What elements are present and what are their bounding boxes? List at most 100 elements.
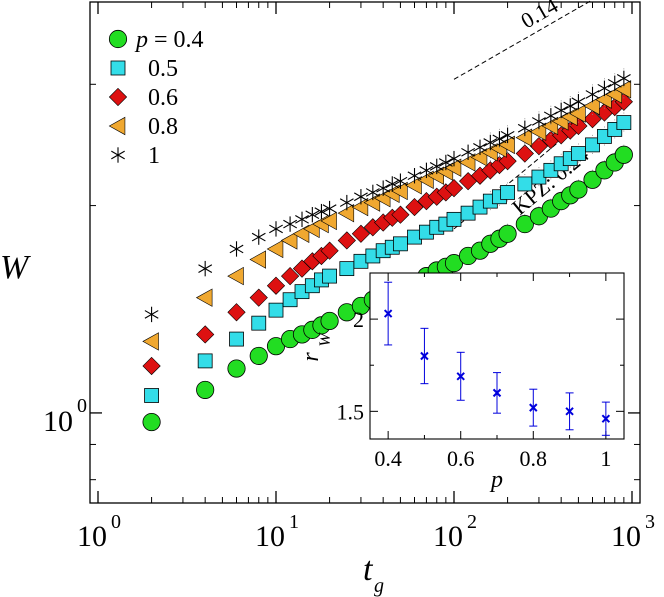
series-0.6: [142, 91, 633, 376]
marker-square: [571, 146, 586, 161]
asterisk-stroke: [597, 83, 612, 93]
marker-square: [446, 211, 462, 227]
marker-triangle: [515, 128, 533, 147]
legend-label: p = 0.4: [134, 27, 204, 53]
asterisk-stroke: [283, 219, 298, 229]
marker-square: [616, 115, 632, 130]
marker-asterisk: [571, 94, 586, 110]
asterisk-stroke: [251, 232, 266, 242]
inset-marker-x: [456, 372, 465, 381]
asterisk-stroke: [322, 204, 337, 213]
marker-triangle: [444, 158, 462, 177]
y-tick-label: 10: [43, 405, 73, 438]
inset-y-axis-label-subscript: W: [317, 332, 334, 347]
x-stroke: [529, 403, 538, 412]
marker-triangle: [108, 116, 126, 136]
marker-circle: [614, 145, 633, 164]
x-tick-label-exponent: 3: [645, 511, 655, 533]
x-stroke: [420, 351, 429, 361]
marker-circle: [142, 412, 161, 432]
asterisk-stroke: [393, 176, 408, 186]
legend: p = 0.4 0.5 0.6 0.8 1: [108, 27, 204, 169]
asterisk-stroke: [571, 97, 586, 107]
asterisk-stroke: [473, 143, 487, 152]
asterisk-stroke: [429, 162, 444, 171]
marker-square: [585, 137, 600, 153]
marker-asterisk: [339, 194, 354, 211]
marker-triangle: [569, 104, 586, 123]
marker-square: [517, 176, 533, 192]
asterisk-stroke: [483, 138, 498, 147]
x-tick-label-exponent: 0: [111, 511, 121, 533]
x-axis-label-subscript: g: [374, 575, 384, 597]
marker-circle: [108, 29, 128, 49]
marker-square: [229, 331, 244, 347]
x-tick-label-exponent: 2: [467, 511, 477, 533]
marker-asterisk: [365, 184, 380, 201]
marker-circle: [569, 180, 588, 199]
marker-asterisk: [283, 216, 298, 232]
asterisk-stroke: [407, 171, 422, 181]
inset-x-tick-label: 1: [600, 446, 611, 471]
marker-asterisk: [616, 70, 631, 87]
inset-marker-x: [565, 407, 574, 416]
marker-asterisk: [144, 306, 159, 323]
marker-asterisk: [251, 229, 266, 245]
marker-asterisk: [438, 154, 453, 171]
asterisk-stroke: [385, 179, 400, 189]
marker-asterisk: [531, 113, 546, 130]
marker-diamond: [280, 266, 300, 286]
inset-y-axis-label: r: [298, 352, 324, 362]
x-tick-label-exponent: 1: [289, 511, 299, 533]
marker-diamond: [405, 197, 424, 217]
series-0.5: [144, 112, 632, 403]
asterisk-stroke: [198, 264, 213, 273]
asterisk-stroke: [554, 105, 569, 115]
marker-diamond: [337, 231, 356, 250]
legend-label: 0.8: [148, 114, 178, 140]
marker-square: [322, 268, 337, 284]
asterisk-stroke: [492, 134, 507, 144]
main-plot-frame: [89, 1, 641, 504]
series-1: [144, 68, 631, 323]
marker-square: [110, 60, 126, 76]
marker-triangle: [195, 288, 213, 307]
marker-triangle: [458, 153, 476, 172]
marker-diamond: [351, 224, 371, 243]
marker-circle: [249, 346, 268, 365]
inset-marker-x: [601, 414, 611, 423]
marker-asterisk: [585, 86, 600, 103]
marker-asterisk: [198, 260, 213, 277]
marker-asterisk: [111, 147, 125, 163]
marker-diamond: [320, 241, 339, 260]
marker-asterisk: [376, 180, 391, 196]
marker-triangle: [614, 80, 632, 99]
x-tick-label: 10: [77, 520, 107, 553]
marker-asterisk: [385, 176, 400, 192]
x-axis-label: t: [363, 551, 374, 588]
asterisk-stroke: [365, 188, 380, 197]
marker-square: [144, 388, 159, 403]
marker-diamond: [498, 152, 517, 171]
x-tick-label: 10: [433, 520, 463, 553]
y-tick-label-exponent: 0: [77, 395, 87, 417]
asterisk-stroke: [295, 215, 309, 224]
y-axis-label: W: [0, 249, 31, 286]
marker-asterisk: [492, 131, 507, 147]
marker-triangle: [391, 181, 408, 201]
marker-diamond: [529, 136, 549, 156]
inset-x-axis-label: p: [489, 467, 503, 493]
marker-asterisk: [500, 127, 515, 143]
asterisk-stroke: [376, 183, 391, 193]
inset-x-tick-label: 0.8: [520, 446, 548, 471]
marker-triangle: [405, 176, 422, 195]
asterisk-stroke: [339, 198, 354, 207]
marker-asterisk: [483, 134, 498, 151]
inset-x-tick-label: 0.6: [447, 446, 475, 471]
inset-background: [370, 273, 624, 439]
marker-triangle: [498, 135, 515, 155]
marker-circle: [227, 359, 246, 378]
marker-asterisk: [295, 211, 309, 228]
inset-axis-ticks: 0.4 0.6 0.8 1 1.5 2: [337, 273, 624, 471]
marker-diamond: [391, 205, 410, 224]
